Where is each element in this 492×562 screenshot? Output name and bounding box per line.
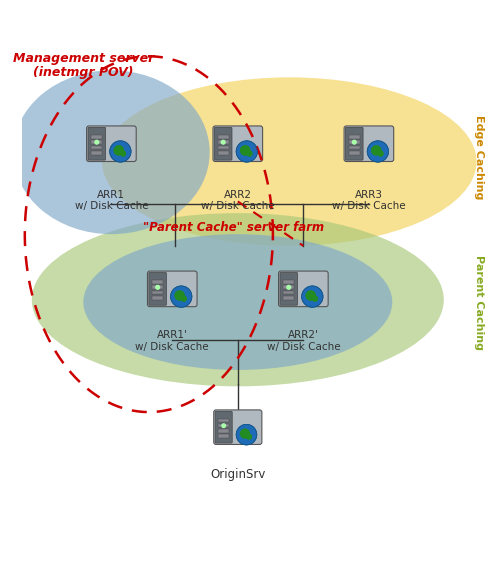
Bar [92, 146, 102, 149]
Ellipse shape [32, 213, 444, 386]
Bar [217, 140, 229, 144]
Circle shape [174, 290, 185, 301]
Ellipse shape [83, 234, 392, 370]
FancyBboxPatch shape [278, 271, 328, 307]
Circle shape [236, 141, 257, 162]
FancyBboxPatch shape [215, 128, 232, 160]
Circle shape [312, 296, 318, 302]
Bar [283, 296, 294, 300]
Bar [152, 280, 163, 284]
Text: ARR2
w/ Disk Cache: ARR2 w/ Disk Cache [201, 190, 275, 211]
Bar [217, 151, 229, 155]
Text: (inetmgr POV): (inetmgr POV) [33, 66, 133, 79]
FancyBboxPatch shape [213, 126, 263, 161]
Circle shape [377, 151, 384, 157]
Bar [217, 135, 229, 139]
Text: Parent Caching: Parent Caching [474, 255, 484, 350]
Text: Edge Caching: Edge Caching [474, 115, 484, 199]
Text: Management server: Management server [13, 52, 154, 65]
FancyBboxPatch shape [215, 411, 232, 443]
Circle shape [240, 428, 250, 439]
Bar [218, 434, 229, 438]
Text: OriginSrv: OriginSrv [210, 468, 266, 481]
Circle shape [95, 140, 98, 144]
Circle shape [302, 286, 323, 307]
Text: ARR2'
w/ Disk Cache: ARR2' w/ Disk Cache [267, 330, 340, 352]
Ellipse shape [13, 70, 210, 234]
Circle shape [246, 434, 252, 440]
Text: ARR1'
w/ Disk Cache: ARR1' w/ Disk Cache [135, 330, 209, 352]
Circle shape [306, 290, 316, 301]
Bar [152, 285, 163, 289]
Text: ARR1
w/ Disk Cache: ARR1 w/ Disk Cache [75, 190, 148, 211]
Bar [92, 140, 102, 144]
Circle shape [156, 285, 159, 289]
Circle shape [120, 151, 126, 157]
Circle shape [114, 145, 124, 156]
FancyBboxPatch shape [87, 126, 136, 161]
Circle shape [367, 141, 389, 162]
Circle shape [287, 285, 291, 289]
FancyBboxPatch shape [344, 126, 394, 161]
Bar [218, 419, 229, 423]
Bar [283, 280, 294, 284]
Circle shape [236, 424, 257, 445]
Circle shape [371, 145, 382, 156]
Circle shape [221, 140, 225, 144]
FancyBboxPatch shape [149, 273, 166, 305]
Circle shape [240, 145, 250, 156]
Circle shape [171, 286, 192, 307]
FancyBboxPatch shape [88, 128, 106, 160]
FancyBboxPatch shape [280, 273, 298, 305]
Text: ARR3
w/ Disk Cache: ARR3 w/ Disk Cache [332, 190, 406, 211]
Bar [218, 429, 229, 433]
Circle shape [110, 141, 131, 162]
Bar [92, 151, 102, 155]
Bar [283, 291, 294, 294]
Bar [152, 296, 163, 300]
Bar [218, 424, 229, 428]
Bar [217, 146, 229, 149]
Bar [349, 135, 360, 139]
Circle shape [222, 424, 225, 428]
Bar [92, 135, 102, 139]
Bar [349, 151, 360, 155]
Circle shape [352, 140, 356, 144]
Bar [283, 285, 294, 289]
Bar [349, 146, 360, 149]
Bar [152, 291, 163, 294]
FancyBboxPatch shape [345, 128, 363, 160]
Text: "Parent Cache" server farm: "Parent Cache" server farm [143, 221, 324, 234]
Bar [349, 140, 360, 144]
Circle shape [181, 296, 187, 302]
Ellipse shape [102, 78, 477, 246]
FancyBboxPatch shape [148, 271, 197, 307]
FancyBboxPatch shape [214, 410, 262, 445]
Circle shape [246, 151, 253, 157]
